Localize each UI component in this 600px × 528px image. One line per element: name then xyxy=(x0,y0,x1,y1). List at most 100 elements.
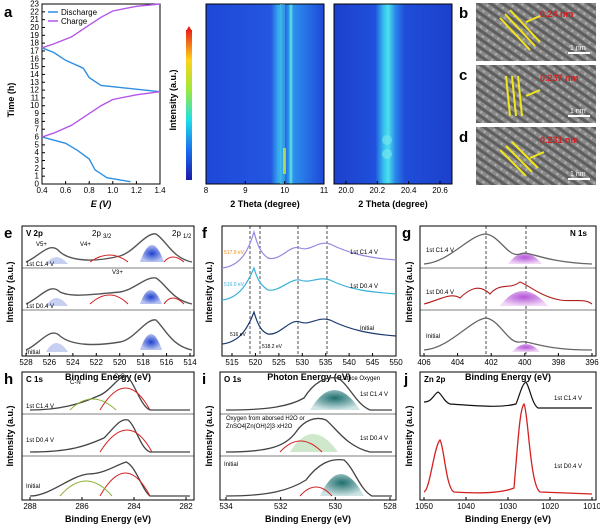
spacing-c: 0.237 nm xyxy=(540,73,579,83)
panel-a-label: a xyxy=(4,4,13,21)
e-xtick-label: 522 xyxy=(90,358,104,367)
e-trace-1: 1st C1.4 V xyxy=(26,262,54,268)
panel-j-xlabel: Binding Energy (eV) xyxy=(465,514,551,524)
f-xtick-label: 520 xyxy=(249,358,263,367)
h-peak-cc: C-C xyxy=(114,374,125,380)
panel-i-label: i xyxy=(202,371,206,388)
panel-a-series xyxy=(41,3,161,183)
f-ann-1: 517.9 eV xyxy=(224,250,245,256)
map1-peak-band xyxy=(280,4,285,184)
i-trace-1: 1st C1.4 V xyxy=(360,392,388,398)
a-ytick-label: 22 xyxy=(30,7,39,16)
a-xtick-label: 0.8 xyxy=(84,186,96,195)
panel-e-xticks: 528 526 524 522 520 518 516 514 xyxy=(19,353,197,367)
panel-e-sub2: 2p xyxy=(172,229,181,238)
xrd-map-2 xyxy=(333,3,453,185)
map1-xtick-label: 10 xyxy=(280,186,289,195)
f-xtick-label: 545 xyxy=(366,358,380,367)
panel-e-sub2-idx: 1/2 xyxy=(183,234,192,240)
f-xtick-label: 535 xyxy=(319,358,333,367)
legend-discharge: Discharge xyxy=(61,8,98,17)
h-trace-2: 1st D0.4 V xyxy=(26,438,54,444)
panel-a-xticks: 0.4 0.6 0.8 1.0 1.2 1.4 xyxy=(36,181,166,195)
panel-i-ylabel: Intensity (a.u.) xyxy=(204,405,214,466)
panel-a-xlabel: E (V) xyxy=(91,199,112,209)
a-ytick-label: 1 xyxy=(35,172,40,181)
a-ytick-label: 9 xyxy=(35,109,40,118)
i-note-2: ZnSO4[Zn(OH)2]3·xH2O xyxy=(226,424,293,430)
a-ytick-label: 18 xyxy=(30,39,39,48)
panel-g-xticks: 406 404 402 400 398 396 xyxy=(417,353,599,367)
series-charge-2 xyxy=(41,3,161,49)
panel-j-label: j xyxy=(403,371,408,388)
i-xtick-label: 532 xyxy=(274,502,288,511)
j-trace-1: 1st C1.4 V xyxy=(554,396,582,402)
scale-d: 1 nm xyxy=(570,171,586,178)
i-trace-3: Initial xyxy=(224,462,238,468)
panel-f-xticks: 515 520 525 530 535 540 545 550 xyxy=(225,353,403,367)
h-xtick-label: 284 xyxy=(127,502,141,511)
panel-i-plot: O 1s Lattice Oxygen Oxygen from aborsed … xyxy=(219,371,397,501)
panel-e-title: V 2p xyxy=(26,229,43,238)
hrtem-c: c 0.237 nm 1 nm xyxy=(459,65,596,123)
j-xtick-label: 1050 xyxy=(415,502,433,511)
e-xtick-label: 518 xyxy=(136,358,150,367)
i-xtick-label: 530 xyxy=(329,502,343,511)
panel-d-label: d xyxy=(459,129,468,146)
series-charge-1 xyxy=(41,91,161,138)
g-xtick-label: 404 xyxy=(451,358,465,367)
hrtem-d: d 0.231 nm 1 nm xyxy=(459,127,596,185)
colorbar-arrow xyxy=(186,26,192,31)
f-ann-2: 516.0 eV xyxy=(224,282,245,288)
map2-xtick-label: 20.2 xyxy=(370,186,386,195)
panel-g-label: g xyxy=(402,225,411,242)
a-ytick-label: 20 xyxy=(30,23,39,32)
map2-xtick-label: 20.6 xyxy=(432,186,448,195)
panel-f-xlabel: Photon Energy (eV) xyxy=(267,372,351,382)
a-ytick-label: 13 xyxy=(30,78,39,87)
e-xtick-label: 526 xyxy=(43,358,57,367)
h-xtick-label: 282 xyxy=(179,502,193,511)
h-peak-cn: C-N xyxy=(70,380,81,386)
a-ytick-label: 3 xyxy=(35,156,40,165)
a-ytick-label: 2 xyxy=(35,164,40,173)
f-xtick-label: 515 xyxy=(225,358,239,367)
e-species-2: V4+ xyxy=(80,242,91,248)
panel-f-label: f xyxy=(202,225,208,242)
map2-spot-2 xyxy=(382,149,392,159)
panel-e-ylabel: Intensity (a.u.) xyxy=(5,261,15,322)
series-discharge-2 xyxy=(41,47,161,93)
panel-e-plot: V 2p 2p 3/2 2p 1/2 V5+ V4+ V3+ 1st C1.4 … xyxy=(21,225,195,357)
h-trace-1: 1st C1.4 V xyxy=(26,404,54,410)
i-xtick-label: 534 xyxy=(219,502,233,511)
legend-charge: Charge xyxy=(61,17,88,26)
panel-h-title: C 1s xyxy=(26,375,43,384)
a-ytick-label: 10 xyxy=(30,101,39,110)
f-xtick-label: 525 xyxy=(272,358,286,367)
spacing-d: 0.231 nm xyxy=(540,135,579,145)
g-xtick-label: 398 xyxy=(552,358,566,367)
h-trace-3: Initial xyxy=(26,484,40,490)
panel-e-sub1: 2p xyxy=(92,229,101,238)
map1-xtick-label: 9 xyxy=(243,186,248,195)
panel-e-xlabel: Binding Energy (eV) xyxy=(65,372,151,382)
scale-c: 1 nm xyxy=(570,108,586,115)
xrd-map-1 xyxy=(205,3,325,185)
panel-i-title: O 1s xyxy=(224,375,242,384)
j-trace-2: 1st D0.4 V xyxy=(554,464,582,470)
panel-h-ylabel: Intensity (a.u.) xyxy=(5,405,15,466)
a-xtick-label: 1.0 xyxy=(107,186,119,195)
a-ytick-label: 4 xyxy=(35,148,40,157)
h-xtick-label: 288 xyxy=(23,502,37,511)
f-xtick-label: 550 xyxy=(389,358,403,367)
e-species-3: V3+ xyxy=(112,270,123,276)
a-ytick-label: 21 xyxy=(30,15,39,24)
map2-xtick-label: 20.0 xyxy=(338,186,354,195)
panel-j-title: Zn 2p xyxy=(424,375,445,384)
scale-b: 1 nm xyxy=(570,45,586,52)
panel-j-plot: Zn 2p 1st C1.4 V 1st D0.4 V xyxy=(419,371,597,501)
panel-g-xlabel: Binding Energy (eV) xyxy=(465,372,551,382)
